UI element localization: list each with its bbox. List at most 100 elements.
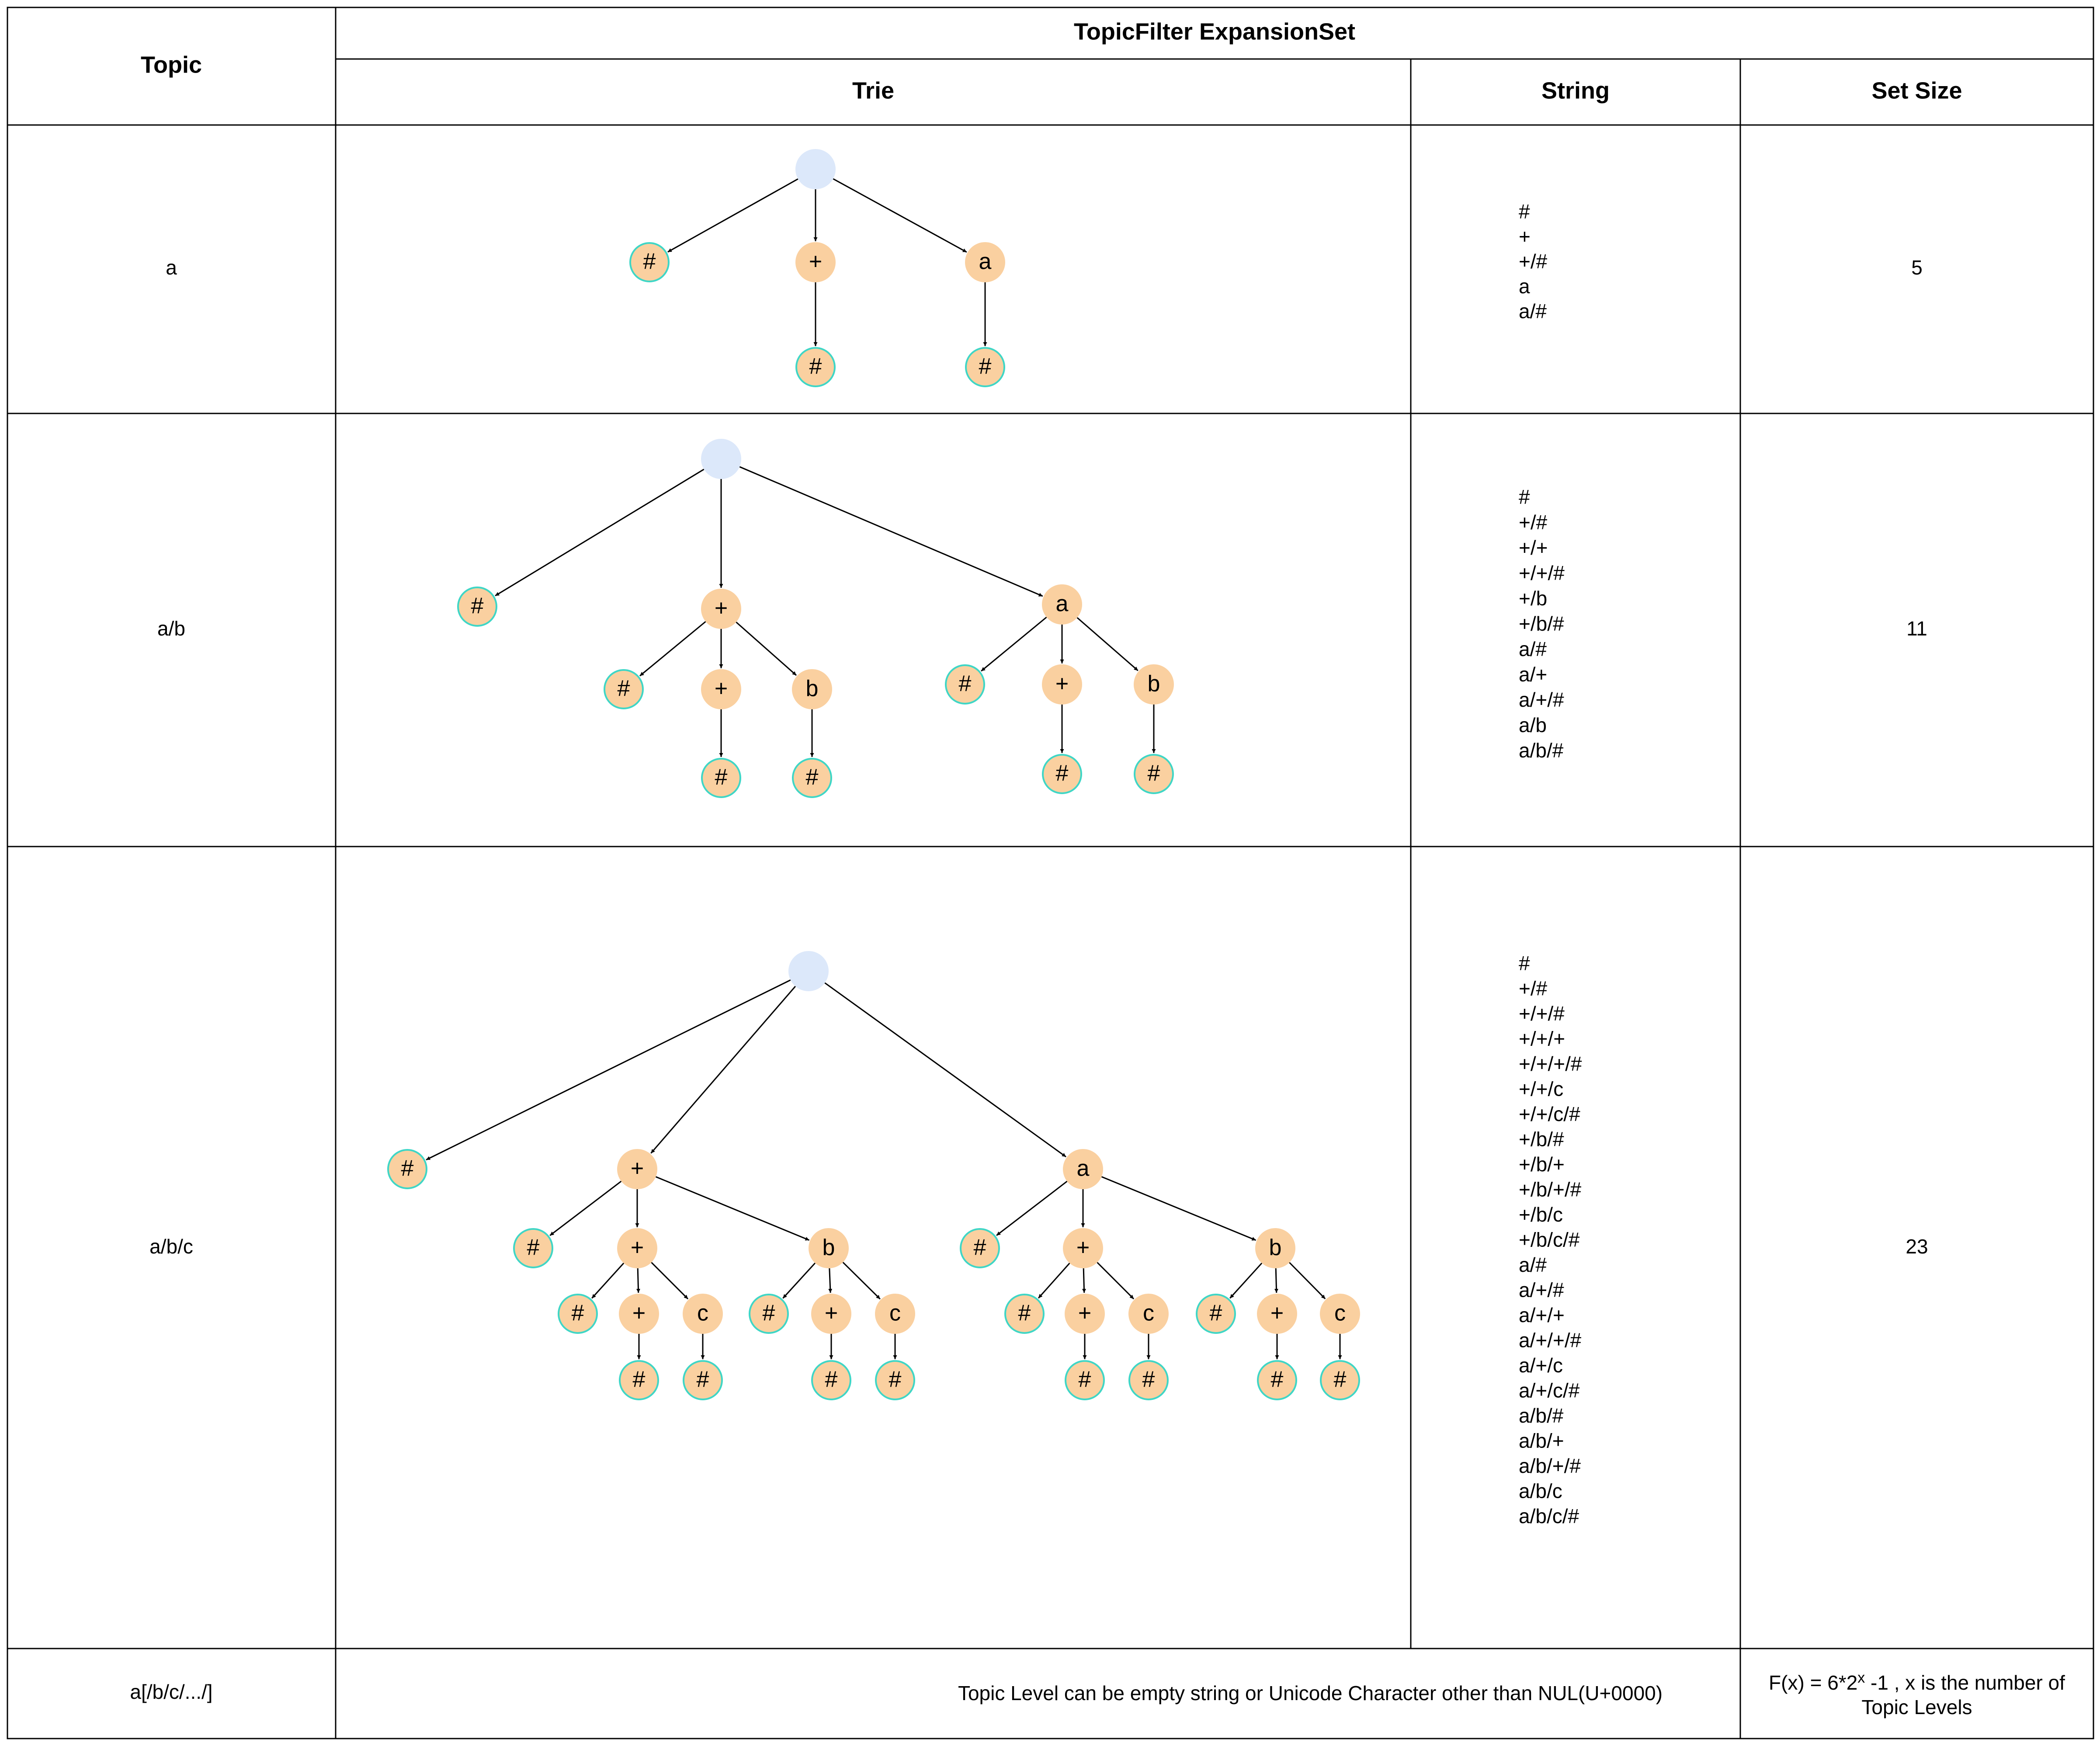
node-label: # xyxy=(809,354,822,379)
hash-node xyxy=(795,347,836,387)
trie-edge xyxy=(667,178,798,253)
string-entry: +/+/# xyxy=(1519,1002,1565,1025)
trie-edge xyxy=(549,1180,622,1236)
node-label: # xyxy=(1148,761,1160,786)
string-entry: +/b/c xyxy=(1519,1203,1563,1226)
string-entry: # xyxy=(1519,200,1530,223)
string-entry: +/b/+ xyxy=(1519,1153,1565,1176)
hash-node xyxy=(1042,754,1082,794)
hash-node xyxy=(513,1228,553,1268)
node-label: b xyxy=(823,1235,835,1260)
string-entry: a/+/c xyxy=(1519,1354,1563,1377)
hash-node xyxy=(960,1228,1000,1268)
node-label: # xyxy=(1142,1367,1155,1392)
string-entry: +/+/c xyxy=(1519,1078,1563,1100)
letter-node-b xyxy=(792,669,832,709)
string-entry: # xyxy=(1519,486,1530,508)
row-3-topic: a/b/c xyxy=(149,1235,193,1258)
string-entry: +/# xyxy=(1519,511,1548,534)
string-entry: +/+/+ xyxy=(1519,1027,1565,1050)
header-expansion-set: TopicFilter ExpansionSet xyxy=(1074,18,1355,45)
node-label: a xyxy=(1077,1156,1090,1181)
trie-edge xyxy=(426,979,791,1161)
trie-edge xyxy=(495,469,705,597)
node-label: a xyxy=(979,249,992,274)
letter-node-a xyxy=(1063,1149,1103,1189)
hash-node xyxy=(683,1360,723,1400)
row-3-trie: # + # + # + # c # b # + # c # a # + # + # c # b # + # c # xyxy=(387,951,1360,1400)
row-1-trie: # + # a # xyxy=(629,149,1005,387)
node-label: # xyxy=(979,354,992,379)
node-label: # xyxy=(806,765,819,790)
trie-edge xyxy=(655,1176,810,1241)
root-node xyxy=(795,149,836,189)
hash-node xyxy=(1134,754,1174,794)
hash-node xyxy=(1065,1360,1105,1400)
row-3-strings: # +/# +/+/# +/+/+ +/+/+/# +/+/c +/+/c/# +/b/# +/… xyxy=(1519,952,1582,1527)
row-2-set-size: 11 xyxy=(1906,617,1927,640)
letter-node-c xyxy=(1320,1294,1360,1334)
string-entry: a/b/c/# xyxy=(1519,1505,1579,1527)
hash-node xyxy=(1320,1360,1360,1400)
trie-edge xyxy=(782,1262,816,1299)
node-label: b xyxy=(1148,671,1160,697)
node-label: + xyxy=(1078,1301,1091,1326)
node-label: c xyxy=(1143,1301,1154,1326)
hash-node xyxy=(792,758,832,798)
node-label: # xyxy=(1271,1367,1284,1392)
header-string: String xyxy=(1541,77,1610,104)
string-entry: # xyxy=(1519,952,1530,975)
node-label: + xyxy=(1076,1235,1090,1260)
formula-exponent: x xyxy=(1857,1670,1865,1686)
node-label: # xyxy=(974,1235,986,1260)
node-label: # xyxy=(715,765,728,790)
hash-node xyxy=(811,1360,851,1400)
string-entry: a/b/+ xyxy=(1519,1430,1564,1452)
string-entry: a/# xyxy=(1519,300,1547,323)
node-label: b xyxy=(1269,1235,1282,1260)
hash-node xyxy=(1128,1360,1169,1400)
node-label: # xyxy=(633,1367,646,1392)
letter-node-b xyxy=(1134,664,1174,705)
root-node xyxy=(701,439,741,479)
node-label: c xyxy=(697,1301,708,1326)
node-label: # xyxy=(572,1301,584,1326)
hash-node xyxy=(945,664,985,705)
row-1-topic: a xyxy=(166,256,177,279)
plus-node xyxy=(1065,1294,1105,1334)
node-label: # xyxy=(825,1367,838,1392)
row-2-trie: # + # + # b # a # + # b # xyxy=(457,439,1174,798)
string-entry: + xyxy=(1519,225,1531,248)
plus-node xyxy=(617,1149,657,1189)
trie-edge xyxy=(736,621,797,676)
string-entry: +/b/c/# xyxy=(1519,1229,1580,1251)
hash-node xyxy=(875,1360,915,1400)
plus-node xyxy=(1063,1228,1103,1268)
table-grid xyxy=(7,7,2094,1739)
hash-node xyxy=(604,669,644,709)
string-entry: a/# xyxy=(1519,1253,1547,1276)
plus-node xyxy=(701,589,741,629)
string-entry: +/+/c/# xyxy=(1519,1103,1580,1125)
trie-edge xyxy=(1076,617,1139,671)
node-label: b xyxy=(806,676,819,701)
node-label: + xyxy=(632,1301,646,1326)
hash-node xyxy=(629,242,670,282)
letter-node-b xyxy=(809,1228,849,1268)
node-label: c xyxy=(1334,1301,1346,1326)
string-entry: +/# xyxy=(1519,977,1548,1000)
node-label: # xyxy=(1079,1367,1091,1392)
string-entry: a xyxy=(1519,275,1530,298)
trie-edge xyxy=(833,178,967,253)
trie-edge xyxy=(739,466,1043,597)
hash-node xyxy=(749,1294,789,1334)
hash-node xyxy=(558,1294,598,1334)
node-label: + xyxy=(1055,671,1069,697)
string-entry: a/+/c/# xyxy=(1519,1379,1580,1402)
node-label: # xyxy=(471,594,484,619)
node-label: # xyxy=(889,1367,902,1392)
plus-node xyxy=(811,1294,851,1334)
hash-node xyxy=(1004,1294,1045,1334)
letter-node-b xyxy=(1255,1228,1295,1268)
